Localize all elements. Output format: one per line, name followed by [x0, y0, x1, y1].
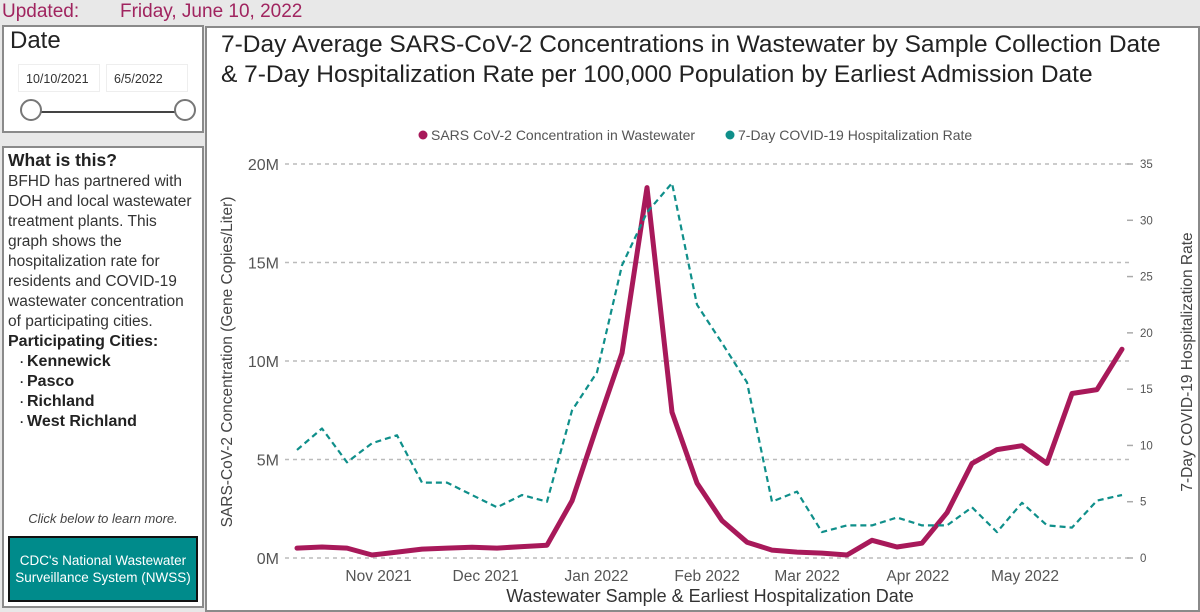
city-item: Pasco [20, 372, 198, 392]
y-tick-label: 10M [248, 354, 279, 371]
y2-tick-label: 15 [1140, 384, 1153, 396]
city-item: West Richland [20, 412, 198, 432]
y-tick-label: 20M [248, 157, 279, 174]
y-tick-label: 0M [257, 551, 279, 568]
date-slider-track[interactable] [32, 111, 182, 113]
y2-tick-label: 25 [1140, 272, 1153, 284]
start-date-input[interactable]: 10/10/2021 [18, 64, 100, 92]
updated-date: Friday, June 10, 2022 [120, 1, 303, 22]
x-tick-label: Mar 2022 [774, 568, 839, 585]
start-slider-handle[interactable] [20, 99, 42, 121]
y2-axis-title: 7-Day COVID-19 Hospitalization Rate [1179, 232, 1196, 491]
info-heading: What is this? [8, 150, 117, 170]
nwss-link-button[interactable]: CDC's National Wastewater Surveillance S… [8, 536, 198, 602]
y2-tick-label: 10 [1140, 440, 1153, 452]
x-tick-label: Dec 2021 [453, 568, 519, 585]
city-item: Richland [20, 392, 198, 412]
updated-label: Updated: [2, 1, 80, 22]
chart-title: 7-Day Average SARS-CoV-2 Concentrations … [221, 31, 1161, 88]
hospitalization-series-line [296, 182, 1123, 534]
cities-list: Kennewick Pasco Richland West Richland [8, 352, 198, 432]
y2-tick-label: 30 [1140, 215, 1153, 227]
legend-label: 7-Day COVID-19 Hospitalization Rate [738, 127, 972, 143]
end-date-input[interactable]: 6/5/2022 [106, 64, 188, 92]
info-body: BFHD has partnered with DOH and local wa… [8, 173, 192, 330]
y2-tick-label: 20 [1140, 328, 1153, 340]
info-panel: What is this? BFHD has partnered with DO… [2, 146, 204, 608]
legend-marker [418, 130, 428, 140]
x-tick-label: Jan 2022 [565, 568, 629, 585]
learn-more-text: Click below to learn more. [28, 511, 178, 526]
y2-tick-label: 0 [1140, 553, 1146, 565]
wastewater-series-line [294, 185, 1125, 558]
cities-heading: Participating Cities: [8, 333, 159, 350]
y-axis-title: SARS-CoV-2 Concentration (Gene Copies/Li… [219, 197, 236, 528]
x-tick-label: Nov 2021 [345, 568, 411, 585]
end-slider-handle[interactable] [174, 99, 196, 121]
x-tick-label: May 2022 [991, 568, 1059, 585]
x-axis-title: Wastewater Sample & Earliest Hospitaliza… [506, 586, 914, 606]
date-filter: Date 10/10/2021 6/5/2022 [2, 25, 204, 133]
x-tick-label: Apr 2022 [886, 568, 949, 585]
y-tick-label: 15M [248, 256, 279, 273]
y-tick-label: 5M [257, 453, 279, 470]
legend-label: SARS CoV-2 Concentration in Wastewater [431, 127, 695, 143]
legend-marker [725, 130, 735, 140]
x-tick-label: Feb 2022 [674, 568, 740, 585]
y2-tick-label: 5 [1140, 497, 1146, 509]
nwss-button-label: CDC's National Wastewater Surveillance S… [15, 553, 191, 585]
date-filter-title: Date [10, 27, 61, 54]
y2-tick-label: 35 [1140, 159, 1153, 171]
city-item: Kennewick [20, 352, 198, 372]
